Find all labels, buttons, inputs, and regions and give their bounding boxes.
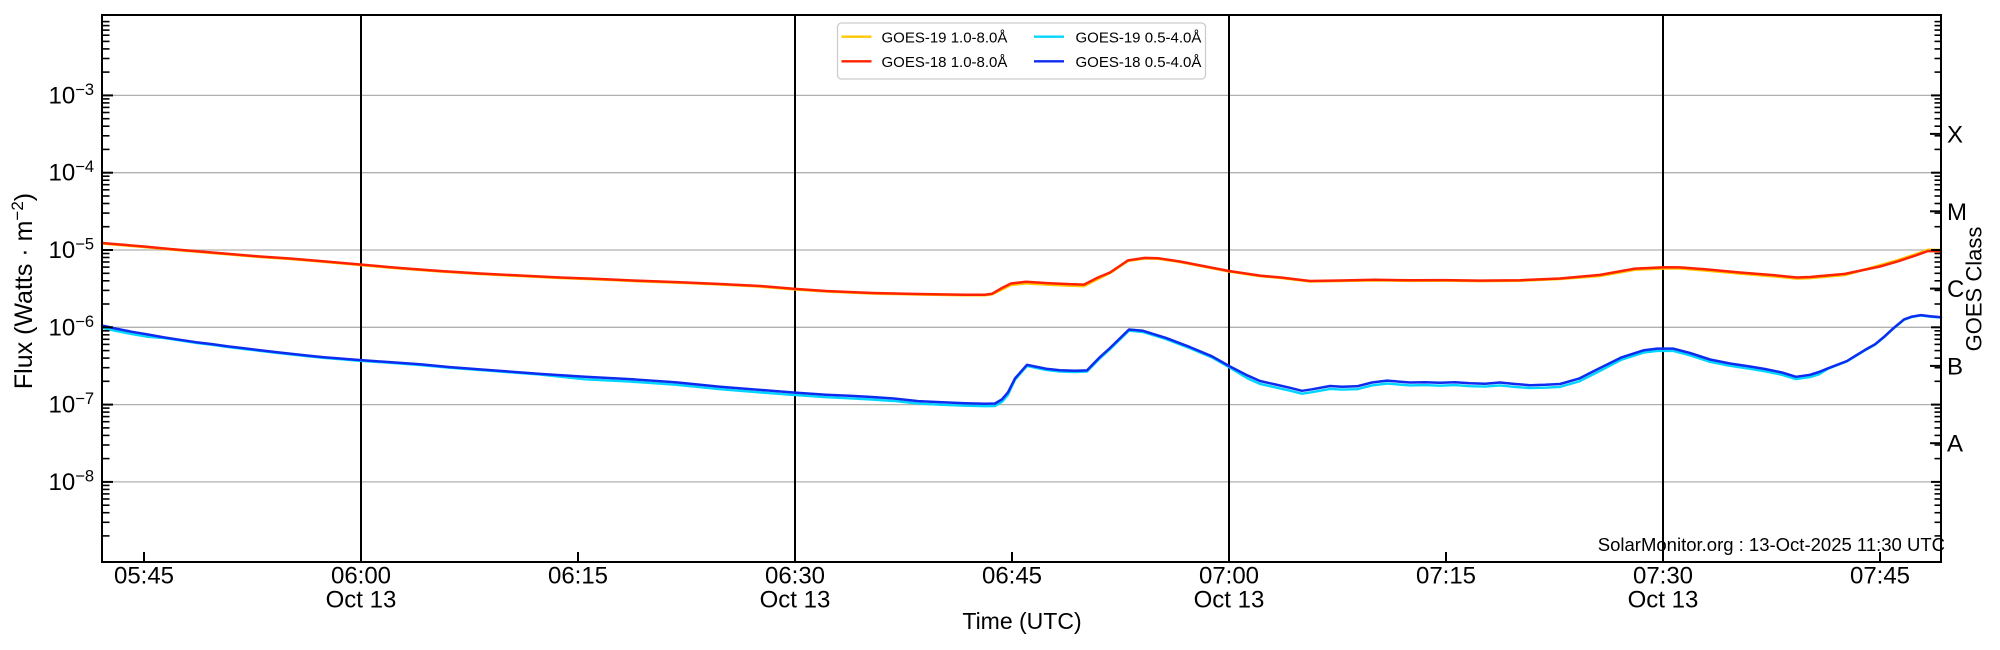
svg-text:Oct 13: Oct 13 — [1194, 587, 1265, 614]
svg-text:07:00: 07:00 — [1199, 563, 1259, 590]
svg-text:07:45: 07:45 — [1850, 563, 1910, 590]
svg-text:Time (UTC): Time (UTC) — [962, 608, 1081, 634]
svg-text:SolarMonitor.org : 13-Oct-2025: SolarMonitor.org : 13-Oct-2025 11:30 UTC — [1598, 534, 1945, 555]
svg-text:GOES-19 1.0-8.0Å: GOES-19 1.0-8.0Å — [882, 29, 1008, 46]
svg-text:GOES-19 0.5-4.0Å: GOES-19 0.5-4.0Å — [1076, 29, 1202, 46]
svg-text:06:15: 06:15 — [548, 563, 608, 590]
svg-text:07:30: 07:30 — [1633, 563, 1693, 590]
svg-text:06:00: 06:00 — [331, 563, 391, 590]
svg-text:Oct 13: Oct 13 — [326, 587, 397, 614]
svg-text:M: M — [1947, 199, 1967, 226]
svg-text:Oct 13: Oct 13 — [1628, 587, 1699, 614]
svg-text:GOES Class: GOES Class — [1962, 227, 1987, 352]
svg-text:Oct 13: Oct 13 — [760, 587, 831, 614]
svg-text:GOES-18 0.5-4.0Å: GOES-18 0.5-4.0Å — [1076, 54, 1202, 71]
svg-text:07:15: 07:15 — [1416, 563, 1476, 590]
svg-text:B: B — [1947, 353, 1963, 380]
svg-text:05:45: 05:45 — [114, 563, 174, 590]
svg-text:06:30: 06:30 — [765, 563, 825, 590]
svg-text:GOES-18 1.0-8.0Å: GOES-18 1.0-8.0Å — [882, 54, 1008, 71]
svg-text:06:45: 06:45 — [982, 563, 1042, 590]
svg-text:A: A — [1947, 431, 1963, 458]
svg-text:C: C — [1947, 276, 1964, 303]
svg-text:X: X — [1947, 121, 1963, 148]
svg-text:Flux (Watts · m−2): Flux (Watts · m−2) — [8, 193, 38, 389]
